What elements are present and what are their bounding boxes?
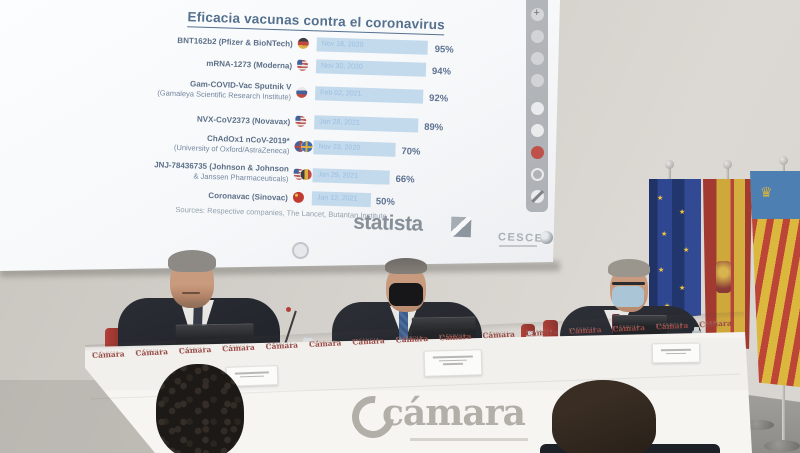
glasses-icon: [612, 282, 645, 285]
bar-value: 92%: [428, 92, 449, 105]
flag-icon: [300, 168, 312, 181]
bar: Feb 02, 2021: [314, 86, 424, 104]
audience-head: [552, 380, 656, 453]
speaker-center-hair: [385, 258, 427, 274]
flag-icon: [296, 59, 309, 72]
speaker-center-tie: [399, 310, 408, 348]
flag-icon: [296, 86, 308, 99]
camara-skirt-logo: Cámara VALENCIA: [612, 322, 646, 334]
valencia-flag-blue-band: ♛: [750, 171, 800, 219]
toolbar-plus-icon: [530, 7, 544, 21]
camara-skirt-logo: Cámara VALENCIA: [265, 340, 299, 352]
bar: Jan 12, 2021: [311, 191, 371, 208]
bar-value: 70%: [401, 146, 421, 158]
bar: Nov 18, 2020: [316, 37, 429, 55]
camara-skirt-logo: Cámara VALENCIA: [568, 325, 602, 336]
camara-skirt-logo: Cámara VALENCIA: [699, 318, 732, 330]
flag-icon: [292, 191, 305, 203]
vaccine-efficacy-chart: Eficacia vacunas contra el coronavirus B…: [140, 2, 497, 253]
flag-finial: [723, 160, 732, 169]
camara-skirt-logo: Cámara VALENCIA: [308, 338, 342, 350]
watermark-icon: [292, 242, 309, 259]
bar: Nov 23, 2020: [313, 140, 396, 157]
camara-skirt-logo: Cámara VALENCIA: [352, 336, 385, 347]
vaccine-name: Coronavac (Sinovac): [208, 190, 289, 203]
chart-title: Eficacia vacunas contra el coronavirus: [187, 9, 446, 36]
vaccine-name: mRNA-1273 (Moderna): [206, 58, 293, 71]
flag-icon: [297, 37, 309, 50]
annotation-toolbar: [526, 0, 548, 212]
camara-skirt-logo: Cámara VALENCIA: [655, 320, 689, 332]
bar-value: 94%: [431, 65, 452, 78]
toolbar-icon: [530, 102, 544, 115]
toolbar-icon: [530, 52, 544, 65]
crown-icon: ♛: [760, 184, 773, 200]
flag-finial: [779, 156, 788, 165]
cesce-tagline: [499, 245, 537, 247]
speaker-left-hair: [168, 250, 216, 272]
spain-flag: [703, 179, 752, 349]
bar: Jan 28, 2021: [314, 115, 419, 133]
flag-icon: [301, 140, 313, 153]
face-mask-blue: [612, 286, 644, 307]
spain-crest: [716, 261, 731, 293]
projection-screen: Eficacia vacunas contra el coronavirus B…: [0, 0, 560, 271]
cesce-globe-icon: [540, 231, 553, 244]
bar: Nov 30, 2020: [315, 59, 427, 77]
toolbar-record-icon: [530, 146, 544, 159]
vaccine-name: BNT162b2 (Pfizer & BioNTech): [177, 35, 293, 49]
toolbar-no-entry-icon: [530, 190, 544, 203]
camara-skirt-logo: Cámara VALENCIA: [222, 342, 255, 354]
flag-icon: [295, 115, 307, 128]
toolbar-icon: [530, 124, 544, 137]
bar-value: 95%: [434, 44, 454, 56]
valencia-flag: ♛: [750, 171, 800, 387]
statista-logo: statista: [352, 210, 424, 236]
eu-flag: ★★ ★★ ★★ ★: [649, 179, 701, 321]
name-card: [423, 349, 483, 377]
audience-head: [156, 364, 244, 453]
camara-front-logo-text: cámara: [382, 392, 526, 434]
bar: Jan 29, 2021: [312, 168, 391, 185]
flag-stand: [764, 440, 800, 452]
bar-value: 89%: [424, 121, 444, 134]
camara-skirt-logo: Cámara VALENCIA: [91, 349, 125, 360]
bar-value: 66%: [395, 173, 415, 186]
bar-value: 50%: [375, 196, 396, 208]
camara-skirt-logo: Cámara VALENCIA: [135, 347, 169, 358]
face-mask-black: [389, 283, 423, 306]
flag-stand: [744, 420, 774, 430]
camara-front-logo-subline: [410, 438, 528, 441]
cesce-logo: CESCE: [497, 231, 544, 245]
toolbar-icon: [530, 30, 544, 43]
toolbar-ring-icon: [530, 168, 544, 181]
camara-skirt-logo: Cámara VALENCIA: [525, 327, 559, 339]
flag-finial: [665, 160, 674, 169]
microphone-tip: [286, 307, 291, 312]
speaker-right-hair: [608, 259, 650, 277]
camara-front-logo: cámara: [343, 387, 582, 450]
speaker-left-mouth: [182, 292, 200, 294]
camara-skirt-logo: Cámara VALENCIA: [482, 329, 516, 341]
toolbar-icon: [530, 74, 544, 87]
name-card: [651, 342, 701, 364]
vaccine-name: NVX-CoV2373 (Novavax): [196, 114, 291, 127]
statista-logo-icon: [450, 216, 472, 238]
